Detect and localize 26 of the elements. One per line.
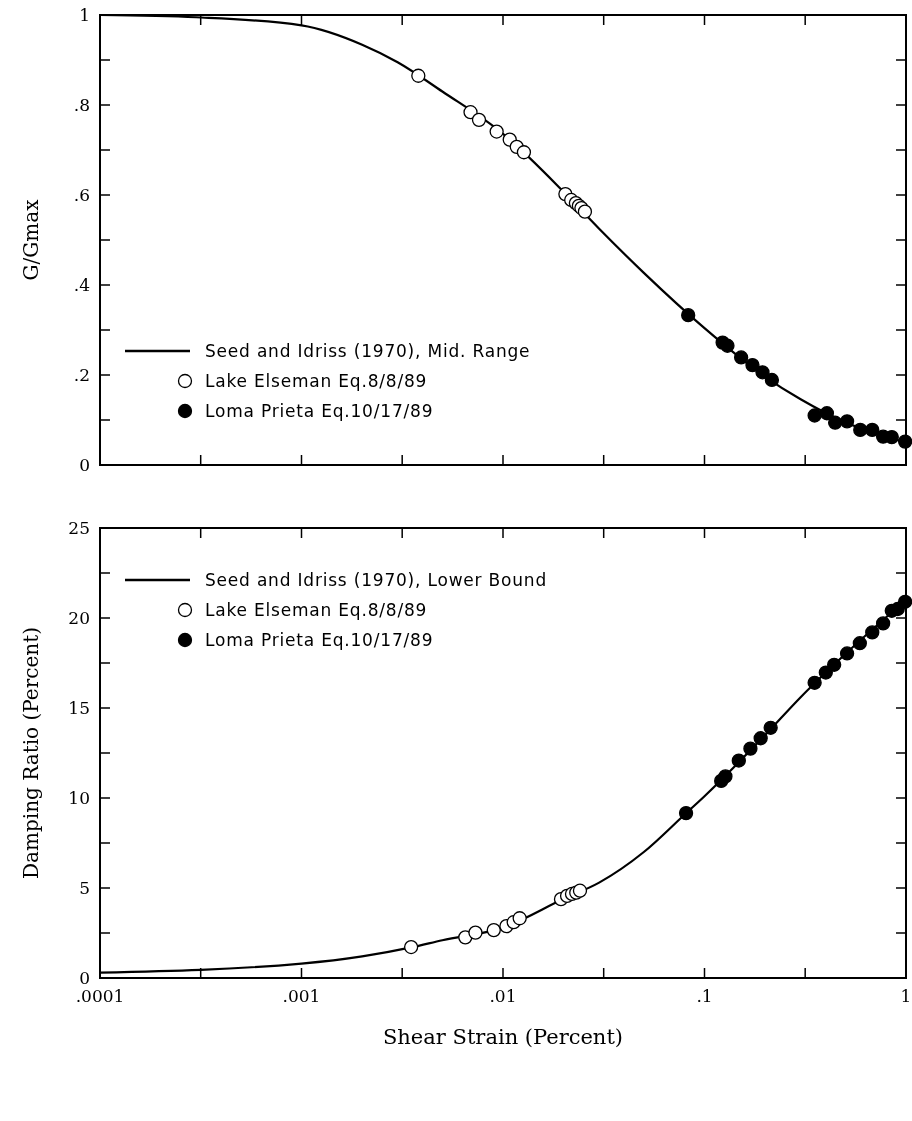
y-tick-label: 15	[68, 698, 90, 718]
x-tick-label: .001	[282, 986, 321, 1006]
legend-label: Loma Prieta Eq.10/17/89	[205, 630, 434, 650]
legend-label: Loma Prieta Eq.10/17/89	[205, 401, 434, 421]
legend-label: Lake Elseman Eq.8/8/89	[205, 371, 428, 391]
legend-label: Seed and Idriss (1970), Lower Bound	[205, 570, 547, 590]
y-tick-label: 25	[68, 518, 90, 538]
x-tick-label: .01	[489, 986, 517, 1006]
x-tick-label: 1	[900, 986, 912, 1006]
legend-label: Lake Elseman Eq.8/8/89	[205, 600, 428, 620]
y-tick-label: .8	[73, 95, 90, 115]
y-tick-label: 1	[79, 5, 90, 25]
y-axis-title: G/Gmax	[19, 198, 43, 281]
legend-label: Seed and Idriss (1970), Mid. Range	[205, 341, 531, 361]
y-tick-label: 5	[79, 878, 90, 898]
x-axis-title: Shear Strain (Percent)	[382, 1025, 624, 1049]
y-tick-label: .4	[73, 275, 90, 295]
y-tick-label: 0	[79, 455, 90, 475]
y-tick-label: 10	[68, 788, 90, 808]
y-tick-label: 0	[79, 968, 90, 988]
x-tick-label: .0001	[75, 986, 125, 1006]
y-tick-label: .6	[73, 185, 90, 205]
y-tick-label: 20	[68, 608, 90, 628]
y-tick-label: .2	[73, 365, 90, 385]
y-axis-title: Damping Ratio (Percent)	[19, 627, 43, 879]
x-tick-label: .1	[696, 986, 713, 1006]
